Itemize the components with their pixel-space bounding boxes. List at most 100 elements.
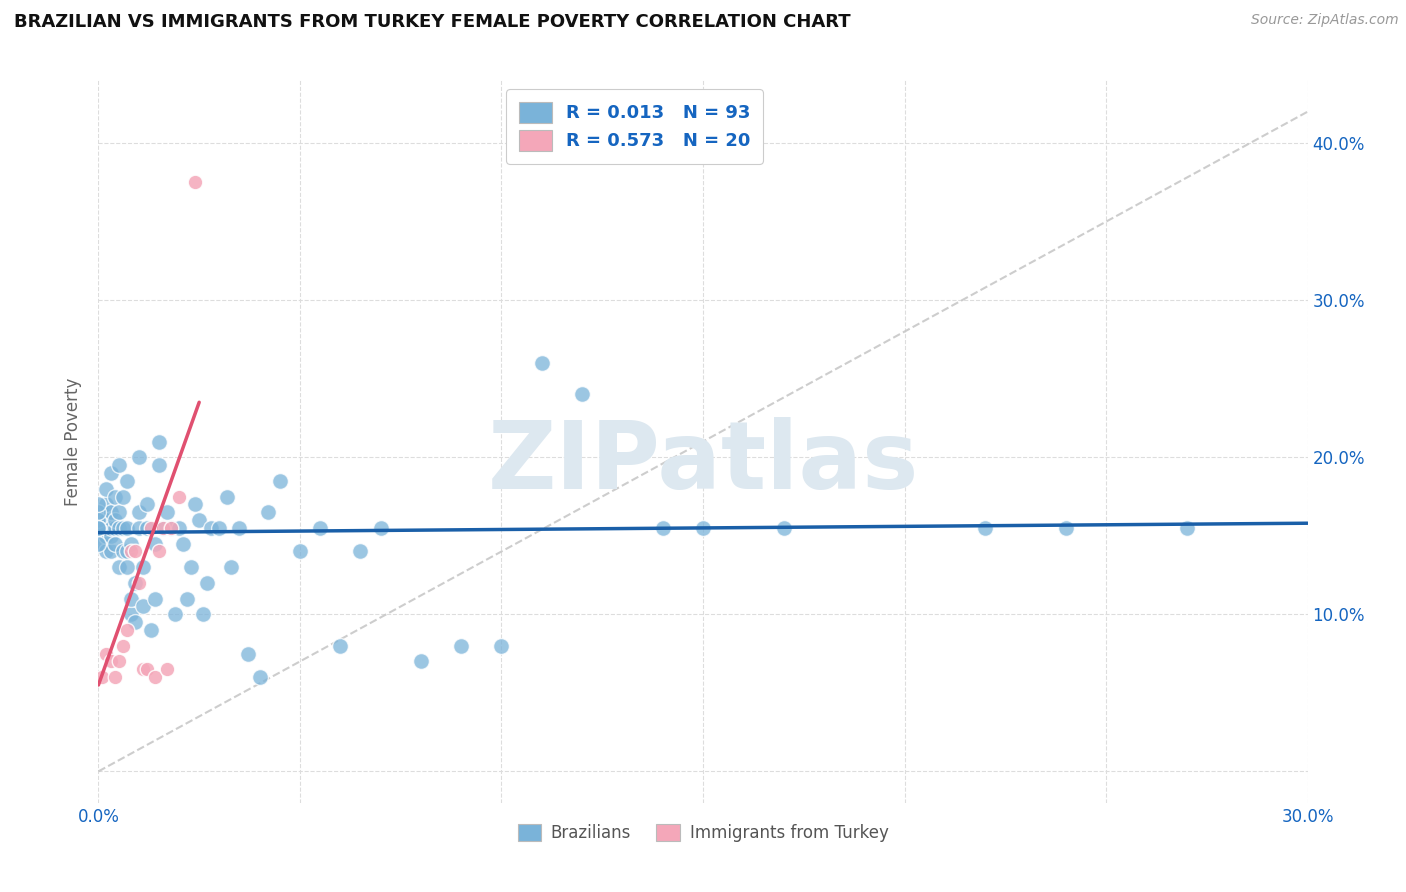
Point — [163, 607, 186, 622]
Point — [107, 505, 129, 519]
Point — [96, 647, 118, 661]
Point — [160, 521, 183, 535]
Point — [128, 450, 150, 465]
Point — [103, 490, 125, 504]
Point — [91, 536, 114, 550]
Text: ZIPatlas: ZIPatlas — [488, 417, 918, 509]
Point — [87, 521, 110, 535]
Point — [184, 175, 207, 189]
Point — [107, 560, 129, 574]
Point — [100, 505, 122, 519]
Point — [115, 544, 138, 558]
Point — [156, 662, 179, 676]
Point — [349, 544, 371, 558]
Point — [107, 521, 129, 535]
Point — [160, 521, 183, 535]
Point — [148, 458, 170, 472]
Point — [370, 521, 392, 535]
Point — [100, 466, 122, 480]
Point — [228, 521, 250, 535]
Point — [87, 521, 110, 535]
Point — [152, 521, 174, 535]
Point — [100, 521, 122, 535]
Point — [115, 623, 138, 637]
Point — [87, 505, 110, 519]
Point — [221, 560, 243, 574]
Point — [124, 544, 146, 558]
Point — [120, 607, 142, 622]
Point — [87, 497, 110, 511]
Point — [124, 615, 146, 630]
Point — [128, 521, 150, 535]
Point — [148, 434, 170, 449]
Point — [100, 544, 122, 558]
Point — [103, 536, 125, 550]
Point — [148, 544, 170, 558]
Point — [135, 497, 157, 511]
Y-axis label: Female Poverty: Female Poverty — [65, 377, 83, 506]
Point — [269, 474, 291, 488]
Point — [132, 560, 155, 574]
Point — [1054, 521, 1077, 535]
Point — [217, 490, 239, 504]
Point — [974, 521, 997, 535]
Point — [111, 639, 134, 653]
Point — [96, 482, 118, 496]
Point — [309, 521, 332, 535]
Point — [87, 521, 110, 535]
Point — [1175, 521, 1198, 535]
Point — [87, 521, 110, 535]
Point — [111, 521, 134, 535]
Point — [96, 544, 118, 558]
Point — [91, 521, 114, 535]
Point — [100, 529, 122, 543]
Point — [139, 623, 162, 637]
Point — [111, 544, 134, 558]
Point — [87, 536, 110, 550]
Point — [111, 490, 134, 504]
Point — [188, 513, 211, 527]
Point — [128, 505, 150, 519]
Point — [195, 575, 218, 590]
Point — [651, 521, 673, 535]
Point — [180, 560, 202, 574]
Point — [530, 356, 553, 370]
Text: BRAZILIAN VS IMMIGRANTS FROM TURKEY FEMALE POVERTY CORRELATION CHART: BRAZILIAN VS IMMIGRANTS FROM TURKEY FEMA… — [14, 13, 851, 31]
Point — [184, 497, 207, 511]
Point — [135, 662, 157, 676]
Point — [200, 521, 222, 535]
Point — [143, 591, 166, 606]
Point — [139, 521, 162, 535]
Point — [107, 655, 129, 669]
Point — [772, 521, 794, 535]
Point — [409, 655, 432, 669]
Point — [91, 505, 114, 519]
Point — [256, 505, 278, 519]
Point — [152, 521, 174, 535]
Point — [236, 647, 259, 661]
Point — [96, 529, 118, 543]
Point — [96, 497, 118, 511]
Point — [249, 670, 271, 684]
Point — [143, 536, 166, 550]
Point — [692, 521, 714, 535]
Point — [135, 521, 157, 535]
Point — [91, 521, 114, 535]
Point — [176, 591, 198, 606]
Point — [120, 536, 142, 550]
Point — [156, 505, 179, 519]
Point — [120, 544, 142, 558]
Point — [450, 639, 472, 653]
Point — [329, 639, 352, 653]
Text: Source: ZipAtlas.com: Source: ZipAtlas.com — [1251, 13, 1399, 28]
Point — [87, 513, 110, 527]
Point — [167, 490, 190, 504]
Point — [115, 474, 138, 488]
Point — [143, 670, 166, 684]
Point — [571, 387, 593, 401]
Point — [132, 662, 155, 676]
Point — [128, 575, 150, 590]
Point — [103, 670, 125, 684]
Point — [103, 513, 125, 527]
Point — [132, 599, 155, 614]
